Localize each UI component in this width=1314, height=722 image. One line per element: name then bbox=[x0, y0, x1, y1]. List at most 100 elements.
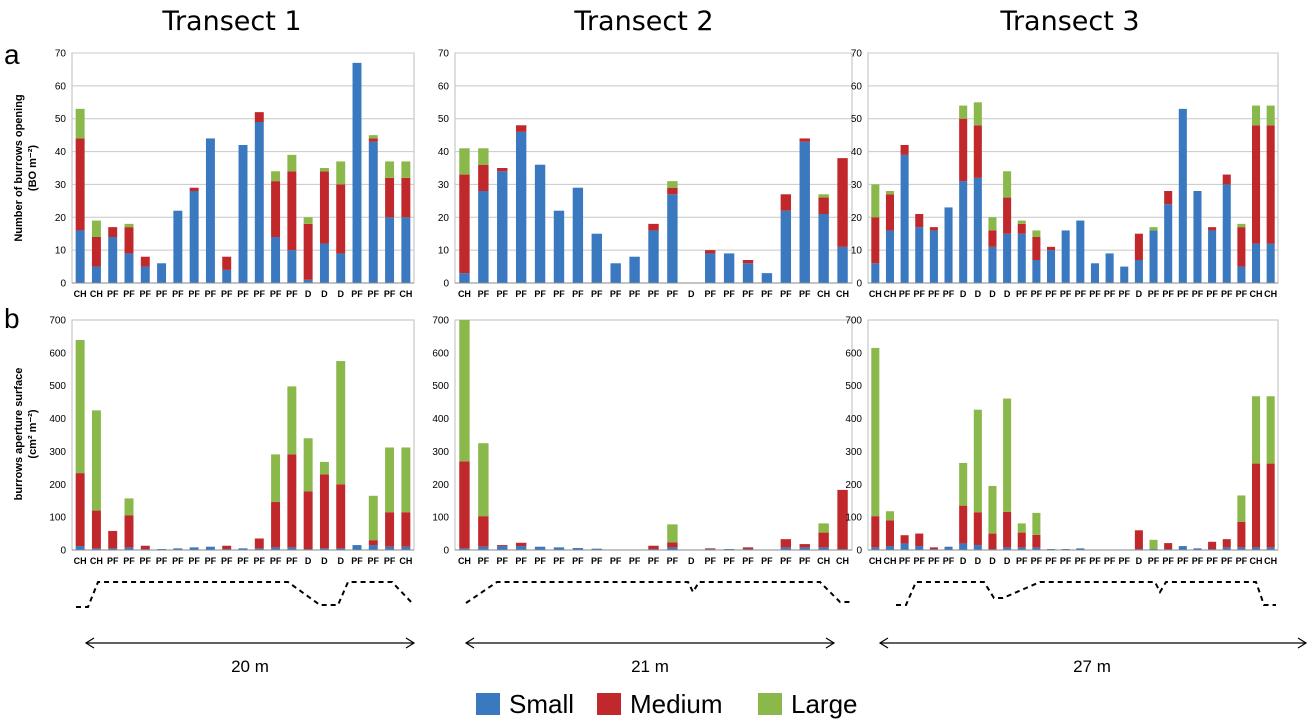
legend-label-large: Large bbox=[791, 689, 858, 719]
x-category-label: PF bbox=[761, 289, 773, 299]
bar-segment-medium bbox=[667, 542, 678, 548]
x-category-label: PF bbox=[1192, 289, 1204, 299]
x-category-label: PF bbox=[123, 556, 135, 566]
bar-segment-small bbox=[222, 269, 232, 283]
x-category-label: PF bbox=[384, 289, 396, 299]
bar-segment-large bbox=[1149, 227, 1158, 231]
x-category-label: D bbox=[989, 289, 996, 299]
y-tick-label: 10 bbox=[55, 246, 67, 257]
bar-segment-small bbox=[591, 548, 602, 550]
bar-segment-medium bbox=[988, 230, 997, 247]
bar-segment-large bbox=[1266, 396, 1275, 464]
bar-segment-small bbox=[1017, 547, 1026, 550]
x-category-label: PF bbox=[107, 556, 119, 566]
bar-segment-small bbox=[336, 253, 346, 283]
bar-segment-large bbox=[1003, 171, 1012, 198]
bar-segment-large bbox=[667, 524, 678, 543]
bar-segment-large bbox=[478, 443, 489, 517]
bar-segment-small bbox=[287, 547, 297, 550]
bar-segment-small bbox=[124, 253, 134, 283]
x-category-label: PF bbox=[1045, 289, 1057, 299]
x-category-label: PF bbox=[140, 289, 152, 299]
x-category-label: PF bbox=[384, 556, 396, 566]
x-category-label: D bbox=[305, 289, 312, 299]
bar-segment-medium bbox=[319, 474, 329, 549]
x-category-label: CH bbox=[869, 556, 882, 566]
x-category-label: PF bbox=[943, 289, 955, 299]
bar-segment-medium bbox=[648, 545, 659, 550]
bar-segment-small bbox=[915, 546, 924, 550]
x-category-label: CH bbox=[458, 556, 471, 566]
distance-arrows bbox=[84, 637, 1308, 649]
bar-segment-large bbox=[459, 148, 470, 175]
bar-segment-large bbox=[1252, 105, 1261, 126]
bar-segment-small bbox=[478, 191, 489, 283]
bar-segment-large bbox=[1017, 220, 1026, 224]
x-category-label: PF bbox=[704, 556, 716, 566]
x-category-label: PF bbox=[1177, 556, 1189, 566]
bar-segment-small bbox=[271, 237, 281, 283]
bar-segment-small bbox=[818, 214, 829, 283]
bar-segment-small bbox=[1208, 230, 1217, 283]
distance-label-3: 27 m bbox=[1073, 657, 1111, 676]
x-category-label: D bbox=[1004, 289, 1011, 299]
bar-segment-medium bbox=[1222, 539, 1231, 548]
bar-segment-medium bbox=[780, 194, 792, 211]
x-category-label: PF bbox=[497, 289, 509, 299]
bar-segment-medium bbox=[108, 227, 118, 237]
x-category-label: CH bbox=[817, 556, 830, 566]
bar-segment-small bbox=[1120, 266, 1129, 283]
x-category-label: PF bbox=[1162, 289, 1174, 299]
x-category-label: PF bbox=[237, 556, 249, 566]
bar-segment-large bbox=[885, 511, 894, 521]
bar-segment-medium bbox=[303, 223, 313, 280]
x-category-label: PF bbox=[368, 556, 380, 566]
bar-segment-medium bbox=[189, 187, 199, 191]
bar-segment-small bbox=[459, 273, 470, 283]
bar-segment-large bbox=[988, 485, 997, 534]
bar-segment-small bbox=[648, 230, 659, 283]
x-category-label: PF bbox=[1060, 289, 1072, 299]
bar-segment-medium bbox=[287, 171, 297, 251]
bar-segment-medium bbox=[1003, 511, 1012, 548]
x-category-label: PF bbox=[1162, 556, 1174, 566]
chart-panel-2: 0 10 20 30 40 50 60 70 CH PF PF PF PF PF PF PF PF PF PF PF D… bbox=[438, 49, 853, 299]
y-tick-label: 700 bbox=[845, 316, 862, 327]
y-tick-label: 40 bbox=[438, 147, 450, 158]
bar-segment-small bbox=[799, 547, 810, 550]
bar-segment-medium bbox=[254, 538, 264, 549]
x-category-label: D bbox=[321, 289, 328, 299]
bar-segment-small bbox=[368, 545, 378, 550]
bar-segment-small bbox=[1032, 260, 1041, 283]
y-tick-label: 60 bbox=[851, 81, 863, 92]
x-category-label: PF bbox=[1104, 289, 1116, 299]
x-category-label: D bbox=[305, 556, 312, 566]
x-category-label: PF bbox=[1236, 556, 1248, 566]
bar-segment-small bbox=[553, 547, 565, 550]
bar-segment-small bbox=[319, 243, 329, 283]
y-tick-label: 200 bbox=[49, 480, 66, 491]
bar-segment-small bbox=[459, 548, 470, 550]
x-category-label: PF bbox=[188, 556, 200, 566]
y-tick-label: 700 bbox=[49, 316, 66, 327]
bar-segment-medium bbox=[1003, 197, 1012, 234]
bar-segment-medium bbox=[459, 174, 470, 274]
bar-segment-medium bbox=[75, 473, 85, 547]
bar-segment-large bbox=[818, 523, 829, 533]
legend: Small Medium Large bbox=[476, 689, 858, 719]
bar-segment-medium bbox=[915, 533, 924, 547]
bar-segment-medium bbox=[1017, 223, 1026, 234]
x-category-label: PF bbox=[478, 556, 490, 566]
y-tick-label: 70 bbox=[55, 49, 67, 60]
bar-segment-medium bbox=[705, 250, 716, 254]
x-category-label: PF bbox=[254, 556, 266, 566]
transect-2-title: Transect 2 bbox=[573, 6, 713, 37]
bar-segment-medium bbox=[91, 510, 101, 549]
y-tick-label: 600 bbox=[845, 348, 862, 359]
bar-segment-large bbox=[1017, 523, 1026, 533]
bar-segment-small bbox=[238, 145, 248, 283]
x-category-label: PF bbox=[497, 556, 509, 566]
bar-segment-small bbox=[368, 141, 378, 283]
x-category-label: PF bbox=[156, 289, 168, 299]
